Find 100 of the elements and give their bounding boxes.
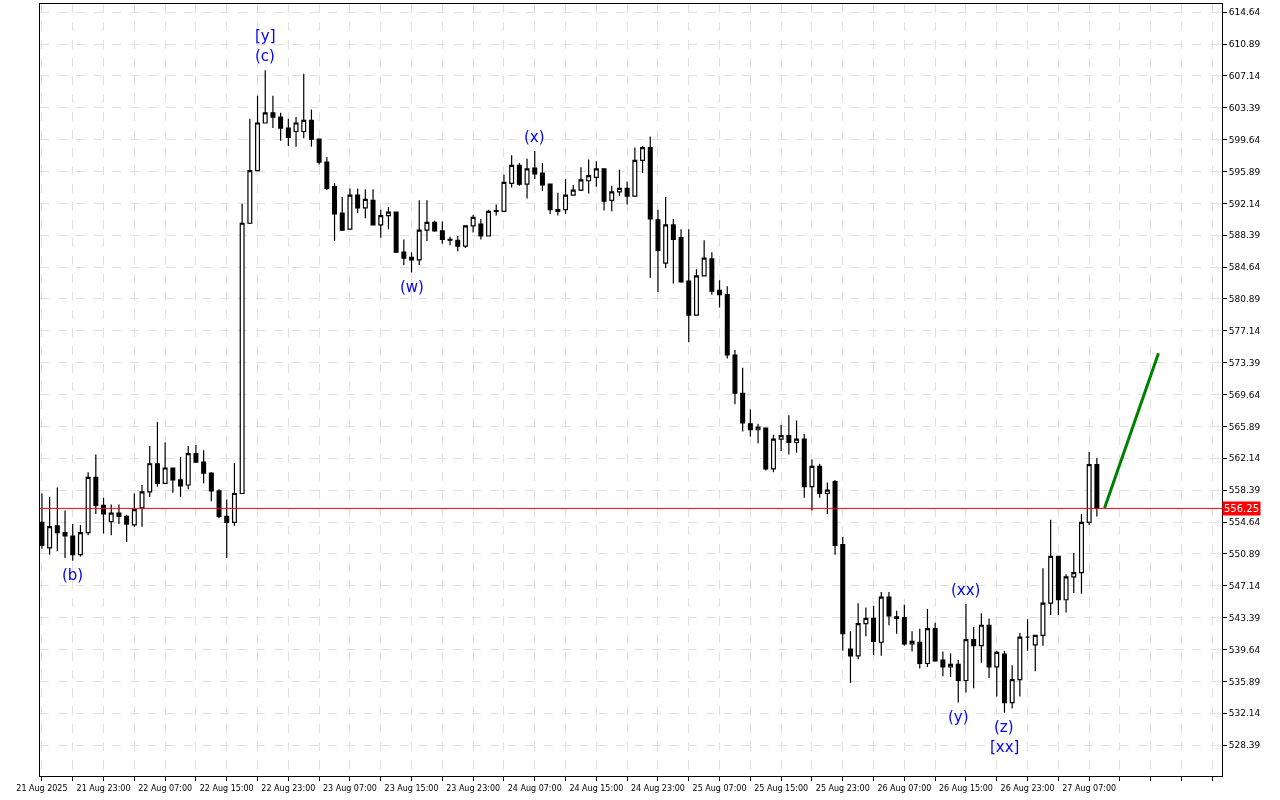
candlestick <box>278 112 284 142</box>
candlestick <box>516 162 522 187</box>
candlestick <box>1025 618 1031 652</box>
candlestick <box>824 481 830 515</box>
candlestick <box>370 188 376 226</box>
x-tick-label: 23 Aug 15:00 <box>384 783 439 793</box>
candlestick <box>539 162 545 192</box>
candlestick <box>978 612 984 664</box>
candlestick <box>932 622 938 663</box>
candlestick <box>909 630 915 653</box>
candlestick <box>170 467 176 494</box>
candlestick <box>93 453 99 515</box>
candlestick <box>940 650 946 677</box>
candlestick <box>847 630 853 684</box>
candlestick <box>963 603 969 693</box>
candlestick <box>293 116 299 148</box>
candlestick <box>432 220 438 233</box>
candlestick <box>616 169 622 197</box>
candlestick <box>439 220 445 245</box>
candlestick <box>201 449 207 484</box>
candlestick <box>178 456 184 498</box>
candlestick <box>185 445 191 490</box>
candlestick <box>378 209 384 239</box>
x-tick-label: 23 Aug 07:00 <box>322 783 377 793</box>
candlestick <box>1055 555 1061 616</box>
candlestick <box>686 228 692 343</box>
x-tick-label: 25 Aug 15:00 <box>754 783 809 793</box>
candlestick <box>724 285 730 359</box>
candlestick <box>840 536 846 652</box>
candlestick <box>1032 634 1038 672</box>
candlestick <box>901 604 907 647</box>
candlestick <box>647 135 653 279</box>
candlestick <box>270 95 276 129</box>
candlestick <box>1048 519 1054 616</box>
candlestick <box>971 626 977 689</box>
candlestick <box>116 503 122 525</box>
candlestick <box>740 367 746 433</box>
y-tick-label: 550.89 <box>1228 549 1261 560</box>
candlestick <box>532 150 538 180</box>
y-tick-label: 595.89 <box>1228 166 1261 177</box>
candlestick <box>948 652 954 678</box>
candlestick <box>894 610 900 635</box>
candlestick <box>470 214 476 234</box>
candlestick <box>355 187 361 214</box>
x-tick-label: 21 Aug 2025 <box>16 783 68 793</box>
candlestick <box>1086 451 1092 526</box>
candlestick <box>347 187 353 230</box>
y-tick-label: 535.89 <box>1228 676 1261 687</box>
candlestick <box>663 196 669 269</box>
candlestick <box>262 69 268 124</box>
candlestick <box>917 628 923 670</box>
candlestick <box>162 441 168 485</box>
candlestick <box>855 602 861 660</box>
candlestick <box>878 591 884 657</box>
candlestick <box>786 414 792 456</box>
candlestick <box>255 95 261 172</box>
candlestick <box>332 182 338 242</box>
candlestick <box>62 509 68 559</box>
candlestick <box>747 408 753 438</box>
candlestick <box>593 160 599 188</box>
y-tick-label: 569.64 <box>1228 389 1261 400</box>
x-tick-label: 22 Aug 07:00 <box>138 783 193 793</box>
y-tick-label: 532.14 <box>1228 708 1261 719</box>
candlestick <box>70 523 76 562</box>
x-tick-label: 24 Aug 15:00 <box>569 783 624 793</box>
candlestick <box>1071 552 1077 594</box>
candlestick <box>994 650 1000 698</box>
y-tick-label: 603.39 <box>1228 102 1261 113</box>
candlestick <box>308 108 314 148</box>
candlestick <box>871 605 877 656</box>
y-tick-label: 528.39 <box>1228 740 1261 751</box>
candlestick <box>462 225 468 249</box>
x-tick-label: 22 Aug 15:00 <box>199 783 254 793</box>
candlestick <box>1078 513 1084 595</box>
candlestick <box>324 156 330 191</box>
candlestick <box>586 158 592 195</box>
y-tick-label: 577.14 <box>1228 326 1261 336</box>
annotation: (c) <box>255 47 275 65</box>
y-tick-label: 588.39 <box>1228 230 1261 241</box>
candlestick <box>955 659 961 704</box>
candlestick <box>509 154 515 189</box>
candlestick <box>701 239 707 277</box>
candlestick <box>501 174 507 212</box>
candlestick <box>778 424 784 452</box>
candlestick <box>632 147 638 197</box>
y-tick-label: 614.64 <box>1228 7 1261 18</box>
candlestick <box>678 228 684 284</box>
candlestick <box>1094 457 1100 518</box>
candlestick <box>555 192 561 217</box>
candlestick <box>216 488 222 519</box>
y-tick-label: 554.64 <box>1228 517 1261 528</box>
candlestick <box>416 199 422 266</box>
annotation: (x) <box>524 128 545 146</box>
y-tick-label: 543.39 <box>1228 612 1261 623</box>
candlestick <box>108 503 114 536</box>
annotation: [xx] <box>990 738 1020 756</box>
annotation: (w) <box>400 278 424 296</box>
y-tick-label: 607.14 <box>1228 71 1261 82</box>
candlestick <box>409 251 415 274</box>
candlestick <box>986 617 992 679</box>
